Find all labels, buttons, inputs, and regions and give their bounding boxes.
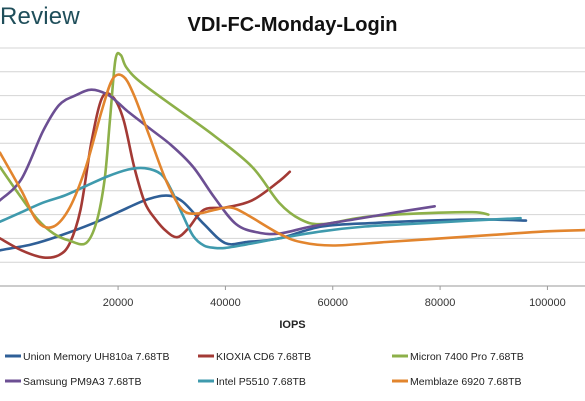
legend-label: Micron 7400 Pro 7.68TB (410, 351, 524, 363)
series-line-4 (0, 88, 436, 236)
x-tick-label: 100000 (529, 297, 566, 309)
x-tick-label: 40000 (210, 297, 241, 309)
series-line-2 (0, 91, 292, 260)
brand-logo-text: Review (0, 3, 80, 30)
x-tick-label: 80000 (425, 297, 456, 309)
x-tick-label: 20000 (103, 297, 134, 309)
series-line-6 (0, 73, 585, 247)
legend-label: Samsung PM9A3 7.68TB (23, 376, 141, 388)
legend-label: Intel P5510 7.68TB (216, 376, 306, 388)
x-axis-label: IOPS (279, 319, 305, 331)
x-tick-label: 60000 (317, 297, 348, 309)
series-line-3 (0, 51, 490, 246)
legend-label: Memblaze 6920 7.68TB (410, 376, 521, 388)
legend-label: KIOXIA CD6 7.68TB (216, 351, 311, 363)
chart-title: VDI-FC-Monday-Login (187, 14, 398, 36)
series-line-5 (0, 166, 522, 250)
legend-label: Union Memory UH810a 7.68TB (23, 351, 169, 363)
